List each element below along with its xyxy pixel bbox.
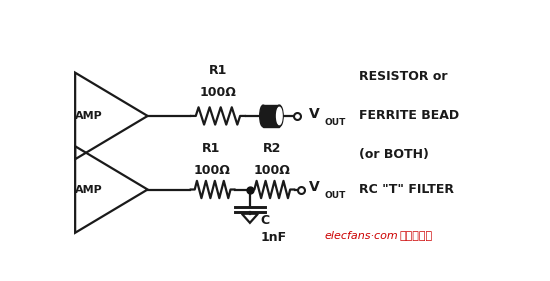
Text: elecfans·com: elecfans·com [324, 232, 398, 241]
Text: 100Ω: 100Ω [193, 164, 230, 176]
Text: C: C [261, 214, 270, 227]
Bar [263, 105, 279, 127]
Text: R1: R1 [209, 64, 227, 77]
Text: AMP: AMP [75, 111, 102, 121]
Text: R1: R1 [202, 142, 221, 155]
Text: RC "T" FILTER: RC "T" FILTER [359, 183, 454, 196]
Text: R2: R2 [263, 142, 282, 155]
Text: OUT: OUT [324, 191, 346, 201]
Text: AMP: AMP [75, 185, 102, 194]
Text: 1nF: 1nF [261, 231, 287, 244]
Text: V: V [309, 107, 320, 121]
Ellipse shape [277, 107, 282, 124]
Ellipse shape [260, 105, 267, 127]
Text: OUT: OUT [324, 118, 346, 127]
Text: RESISTOR or: RESISTOR or [359, 71, 447, 83]
Text: 电子发烧友: 电子发烧友 [399, 232, 432, 241]
Text: V: V [309, 180, 320, 194]
Text: 100Ω: 100Ω [200, 86, 236, 99]
Text: (or BOTH): (or BOTH) [359, 148, 428, 161]
Text: FERRITE BEAD: FERRITE BEAD [359, 109, 459, 123]
Ellipse shape [276, 105, 283, 127]
Text: 100Ω: 100Ω [254, 164, 291, 176]
